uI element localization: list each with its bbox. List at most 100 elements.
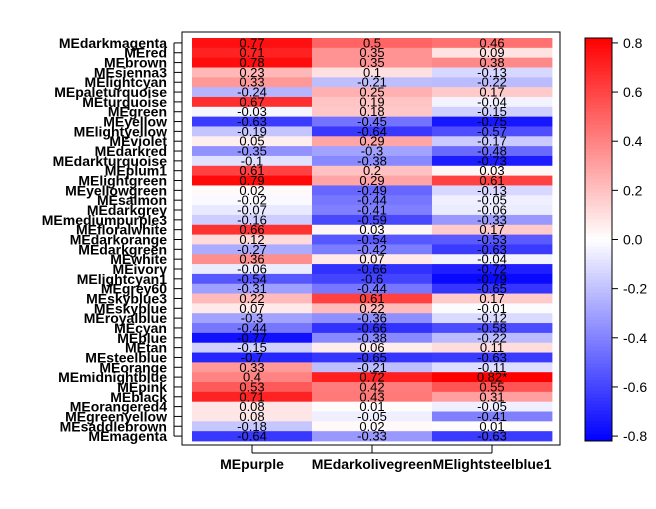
cell-value-label: -0.11 [478, 360, 507, 375]
color-scale-tick-label: 0.8 [623, 35, 643, 51]
cell-value-label: -0.04 [477, 252, 507, 267]
heatmap-cell [192, 411, 313, 422]
heatmap-cell [312, 411, 433, 422]
cell-value-label: 0.42 [359, 379, 384, 394]
cell-value-label: 0.08 [239, 409, 264, 424]
color-scale-band [585, 172, 612, 177]
color-scale-band [585, 286, 612, 291]
color-scale-band [585, 363, 612, 368]
color-scale-band [585, 51, 612, 56]
heatmap-cell [432, 283, 553, 294]
color-scale-band [585, 212, 612, 217]
heatmap-cell [312, 136, 433, 147]
heatmap-cell [432, 323, 553, 334]
color-scale-band [585, 434, 612, 439]
row-label: MEdarkgrey [87, 202, 167, 218]
heatmap-cell [192, 323, 313, 334]
color-scale-tick-label: 0.6 [623, 84, 643, 100]
row-label: MEcyan [114, 320, 167, 336]
row-label: MEgrey60 [101, 281, 167, 297]
cell-value-label: -0.36 [357, 311, 387, 326]
cell-value-label: 0.46 [479, 35, 504, 50]
plot-frame [181, 31, 561, 446]
cell-value-label: 0.61 [359, 291, 384, 306]
heatmap-cell [192, 372, 313, 383]
cell-value-label: -0.21 [357, 360, 387, 375]
row-label: MEsienna3 [94, 64, 167, 80]
heatmap-cell [312, 283, 433, 294]
cell-value-label: -0.54 [357, 232, 387, 247]
cell-value-label: 0.22 [239, 291, 264, 306]
color-scale-band [585, 219, 612, 224]
color-scale-band [585, 205, 612, 210]
color-scale-band [585, 283, 612, 288]
row-label: MEdarkorange [70, 232, 167, 248]
row-label: MElightyellow [74, 123, 167, 139]
heatmap-cell [432, 313, 553, 324]
column-label: MEpurple [220, 456, 284, 472]
color-scale-band [585, 414, 612, 418]
color-scale-band [585, 256, 612, 261]
cell-value-label: 0.35 [359, 55, 384, 70]
row-label: MEmagenta [88, 428, 167, 444]
color-scale-band [585, 121, 612, 126]
heatmap-cell [312, 57, 433, 68]
cell-value-label: 0.19 [359, 94, 384, 109]
heatmap-cell [432, 77, 553, 88]
color-scale-band [585, 125, 612, 130]
color-scale-band [585, 95, 612, 99]
heatmap-cell [192, 38, 313, 49]
cell-value-label: 0.66 [239, 222, 264, 237]
row-label: MEmidnightblue [58, 369, 167, 385]
color-scale-band [585, 155, 612, 160]
row-label: MEpink [117, 379, 167, 395]
color-scale-band [585, 320, 612, 324]
cell-value-label: -0.1 [241, 153, 263, 168]
heatmap-cell [432, 372, 553, 383]
heatmap-cell [312, 391, 433, 403]
row-label: MEdarkmagenta [59, 35, 167, 51]
heatmap-cell [432, 146, 553, 157]
row-label: MEgreenyellow [65, 408, 167, 424]
color-scale-band [585, 232, 612, 237]
heatmap-cell [312, 116, 433, 127]
cell-value-label: -0.15 [237, 340, 267, 355]
heatmap-cell [432, 136, 553, 147]
color-scale-band [585, 165, 612, 170]
row-label: MEdarkturquoise [53, 153, 168, 169]
heatmap-cell [432, 116, 553, 127]
color-scale-band [585, 306, 612, 311]
color-scale-band [585, 48, 612, 52]
heatmap-cell [312, 96, 433, 108]
heatmap-cell [192, 116, 313, 127]
color-scale-band [585, 316, 612, 321]
cell-value-label: -0.64 [237, 429, 267, 444]
row-label: MEskyblue3 [86, 290, 167, 306]
color-scale-band [585, 397, 612, 402]
cell-value-label: -0.35 [237, 144, 267, 159]
color-scale-band [585, 387, 612, 392]
heatmap-cell [432, 332, 553, 344]
color-scale-band [585, 330, 612, 335]
color-scale-band [585, 108, 612, 113]
cell-value-label: -0.03 [237, 104, 267, 119]
row-label: MEyellowgreen [65, 182, 167, 198]
color-scale-band [585, 135, 612, 140]
cell-value-label: 0.25 [359, 85, 384, 100]
color-scale-band [585, 192, 612, 197]
cell-value-label: 0.71 [239, 389, 264, 404]
color-scale-band [585, 222, 612, 227]
heatmap-cell [192, 244, 313, 255]
cell-value-label: 0.07 [359, 252, 384, 267]
color-scale-band [585, 236, 612, 240]
cell-value-label: -0.54 [237, 271, 267, 286]
cell-value-label: -0.72 [477, 261, 507, 276]
cell-value-label: 0.11 [480, 340, 504, 355]
cell-value-label: 0.67 [239, 94, 264, 109]
cell-value-label: 0.08 [239, 399, 264, 414]
heatmap-cell [312, 195, 433, 206]
heatmap-cell [312, 273, 433, 285]
row-label: MEviolet [109, 133, 167, 149]
row-label: MEivory [113, 261, 168, 277]
row-label: MEsteelblue [85, 349, 167, 365]
